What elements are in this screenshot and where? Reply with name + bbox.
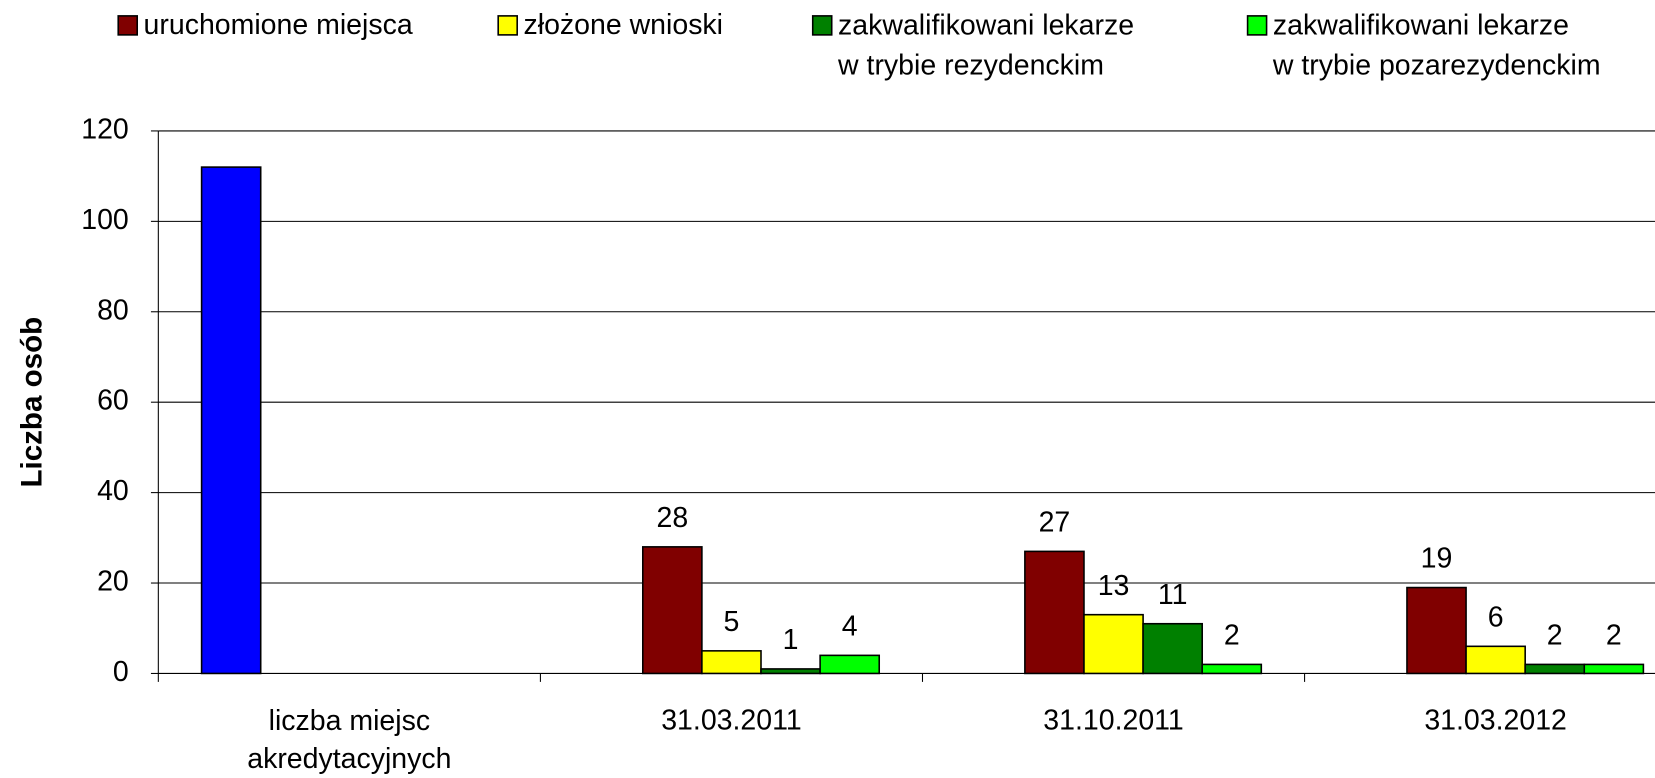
- bar: [1142, 622, 1203, 675]
- y-tick-label: 80: [97, 294, 129, 326]
- legend-swatch: [811, 15, 833, 36]
- data-label: 6: [1488, 601, 1504, 633]
- y-tick-label: 60: [97, 385, 129, 417]
- data-label: 2: [1547, 619, 1563, 651]
- y-tick-label: 0: [113, 656, 129, 688]
- legend-swatch: [1246, 15, 1268, 36]
- legend-swatch: [497, 15, 518, 36]
- data-label: 4: [842, 610, 858, 642]
- bar: [1524, 663, 1586, 675]
- bar: [1406, 586, 1467, 675]
- bar: [641, 546, 703, 675]
- bar: [1024, 550, 1085, 675]
- data-label: 2: [1224, 619, 1240, 651]
- data-label: 2: [1606, 619, 1622, 651]
- bar: [760, 668, 821, 675]
- x-tick-label: liczba miejsc akredytacyjnych: [247, 705, 451, 775]
- y-tick-label: 40: [97, 475, 129, 507]
- legend-label: uruchomione miejsca: [144, 9, 413, 41]
- data-label: 11: [1158, 579, 1188, 611]
- bar: [1465, 645, 1526, 675]
- x-tick-label: 31.03.2012: [1424, 705, 1567, 737]
- data-label: 27: [1039, 506, 1071, 538]
- legend-label: złożone wnioski: [524, 9, 724, 41]
- legend-label: zakwalifikowani lekarze w trybie pozarezy…: [1272, 9, 1601, 81]
- x-tick-label: 31.03.2011: [661, 705, 801, 737]
- bar: [701, 650, 762, 675]
- bar: [819, 654, 881, 675]
- bar: [1083, 613, 1144, 675]
- y-tick-label: 120: [81, 113, 129, 145]
- data-label: 1: [783, 624, 799, 656]
- data-label: 19: [1421, 543, 1453, 575]
- data-label: 13: [1098, 570, 1130, 602]
- y-tick-label: 100: [81, 204, 129, 236]
- bar: [1201, 663, 1263, 675]
- y-axis-title: Liczba osób: [16, 317, 49, 488]
- data-label: 5: [724, 606, 740, 638]
- bar: [200, 166, 262, 675]
- y-tick-label: 20: [97, 566, 129, 598]
- legend-swatch: [117, 15, 139, 36]
- x-tick-label: 31.10.2011: [1043, 705, 1183, 737]
- data-label: 28: [657, 502, 689, 534]
- legend-label: zakwalifikowani lekarze w trybie rezydenc…: [837, 9, 1134, 81]
- bar: [1583, 663, 1645, 675]
